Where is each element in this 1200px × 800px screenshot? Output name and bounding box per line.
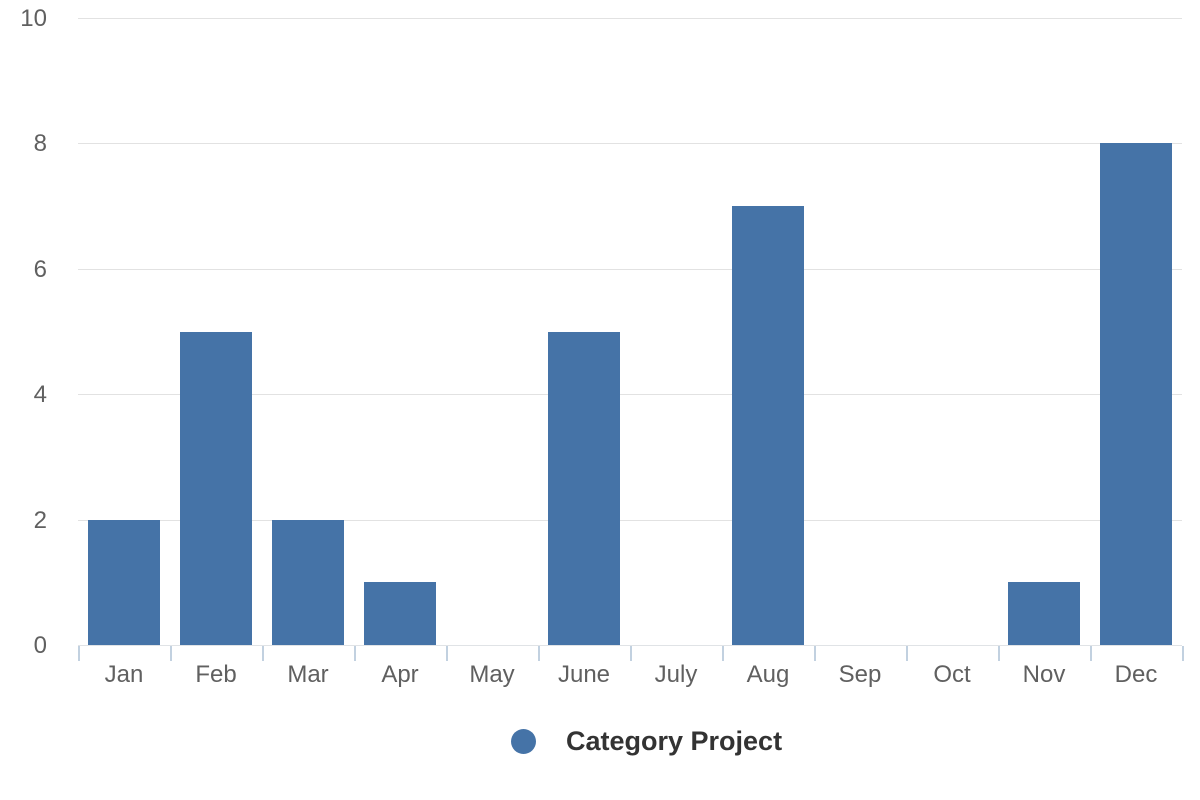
x-axis-tick	[998, 646, 1000, 661]
x-axis-tick	[354, 646, 356, 661]
bar-apr[interactable]	[364, 582, 436, 645]
x-axis-tick	[906, 646, 908, 661]
x-axis-label-dec: Dec	[1114, 661, 1158, 688]
bar-jan[interactable]	[88, 519, 160, 645]
x-axis-label-oct: Oct	[933, 661, 971, 688]
bar-feb[interactable]	[180, 331, 252, 645]
bar-dec[interactable]	[1100, 143, 1172, 645]
x-axis-label-may: May	[469, 661, 515, 688]
y-gridline	[78, 143, 1182, 145]
x-axis-label-mar: Mar	[287, 661, 329, 688]
x-axis-tick	[538, 646, 540, 661]
legend-marker-icon	[511, 729, 536, 754]
x-axis-tick	[78, 646, 80, 661]
x-axis-tick	[446, 646, 448, 661]
x-axis-label-sep: Sep	[838, 661, 882, 688]
bar-mar[interactable]	[272, 519, 344, 645]
legend-series-label: Category Project	[566, 726, 783, 756]
x-axis-label-nov: Nov	[1022, 661, 1066, 688]
x-axis-label-june: June	[557, 661, 611, 688]
y-axis-label: 8	[33, 130, 47, 158]
y-axis-label: 6	[33, 255, 47, 283]
y-gridline	[78, 18, 1182, 19]
y-axis-label: 0	[33, 632, 47, 659]
x-axis-tick	[262, 646, 264, 661]
y-axis-label: 10	[20, 5, 47, 32]
bar-aug[interactable]	[732, 206, 804, 645]
x-axis-label-feb: Feb	[195, 661, 237, 688]
x-axis-label-july: July	[654, 661, 698, 688]
y-gridline	[78, 268, 1182, 270]
y-gridline	[78, 519, 1182, 521]
bar-june[interactable]	[548, 331, 620, 645]
x-axis-tick	[170, 646, 172, 661]
y-gridline	[78, 394, 1182, 396]
y-axis-label: 4	[33, 381, 47, 409]
legend-item[interactable]: Category Project	[511, 726, 782, 757]
x-axis-tick	[1090, 646, 1092, 661]
x-axis-line	[78, 645, 1182, 646]
x-axis-label-apr: Apr	[381, 661, 419, 688]
bar-nov[interactable]	[1008, 582, 1080, 645]
x-axis-tick	[814, 646, 816, 661]
x-axis-label-aug: Aug	[746, 661, 790, 688]
x-axis-tick	[1182, 646, 1184, 661]
x-axis-label-jan: Jan	[104, 661, 144, 688]
x-axis-tick	[722, 646, 724, 661]
y-axis-label: 2	[33, 506, 47, 534]
x-axis-tick	[630, 646, 632, 661]
